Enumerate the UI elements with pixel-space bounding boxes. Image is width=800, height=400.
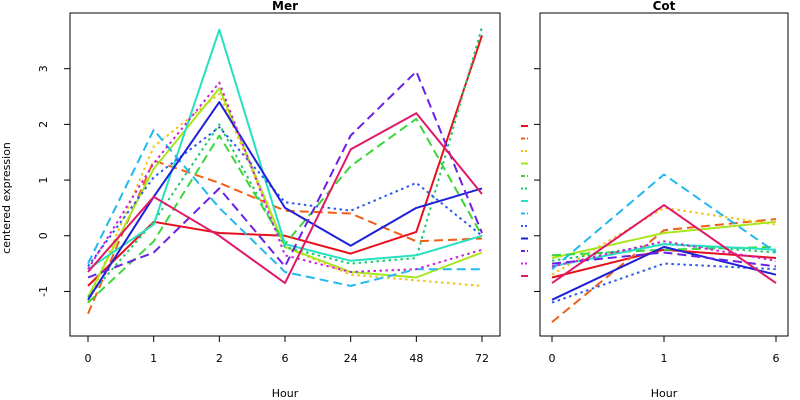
series-line-1 [87,34,483,287]
series-line-2 [551,218,777,323]
panel-cot-title: Cot [653,0,676,13]
panel-cot-x-label: Hour [651,387,678,400]
series-line-10 [551,245,777,301]
x-tick-label: 1 [150,352,157,365]
series-line-9 [551,262,777,304]
panel-cot: Cot 0 1 6 Hour [521,0,789,400]
panel-mer-series [87,26,483,315]
panel-cot-series [551,173,777,323]
panel-mer-y-axis: -1 0 1 2 3 [37,65,70,297]
x-tick-label: 6 [773,352,780,365]
series-line-4 [87,87,483,298]
x-tick-label: 48 [409,352,423,365]
x-tick-label: 0 [85,352,92,365]
y-tick-label: 1 [37,177,50,184]
series-line-12 [87,81,483,273]
x-tick-label: 0 [549,352,556,365]
x-tick-label: 6 [282,352,289,365]
legend [521,125,528,277]
series-line-6 [87,26,483,298]
y-tick-label: 2 [37,121,50,128]
series-line-11 [87,70,483,279]
series-line-4 [551,220,777,259]
y-axis-label: centered expression [0,142,13,254]
x-tick-label: 2 [216,352,223,365]
panel-mer-x-label: Hour [272,387,299,400]
series-line-11 [551,251,777,268]
panel-mer-x-axis: 0 1 2 6 24 48 72 [85,336,489,365]
series-line-7 [87,28,483,271]
y-tick-label: 3 [37,65,50,72]
x-tick-label: 72 [475,352,489,365]
series-line-8 [551,173,777,270]
x-tick-label: 24 [344,352,358,365]
series-line-6 [551,243,777,262]
y-tick-label: 0 [37,232,50,239]
panel-mer-title: Mer [272,0,298,13]
series-line-3 [551,206,777,276]
series-line-13 [551,204,777,284]
x-tick-label: 1 [661,352,668,365]
panel-cot-y-axis [534,68,540,292]
panel-mer: Mer -1 0 1 2 3 0 1 2 6 24 48 72 Hour [37,0,501,400]
y-tick-label: -1 [37,286,50,297]
panel-cot-x-axis: 0 1 6 [549,336,780,365]
series-line-13 [87,112,483,285]
